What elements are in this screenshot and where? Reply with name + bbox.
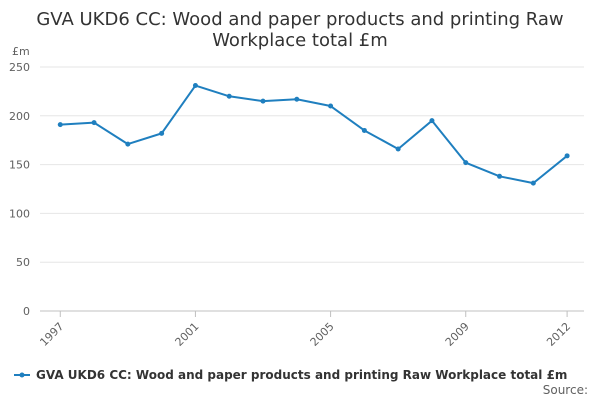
data-point-2006[interactable] [361,127,367,133]
data-point-2002[interactable] [226,93,232,99]
source-label: Source: [543,383,588,397]
x-tick-label-2005: 2005 [308,320,337,349]
legend-series-name: GVA UKD6 CC: Wood and paper products and… [36,368,567,382]
data-point-2003[interactable] [260,98,266,104]
data-point-2011[interactable] [530,180,536,186]
series-line-0 [60,84,568,185]
data-point-2009[interactable] [463,160,469,166]
data-point-1997[interactable] [57,122,63,128]
y-tick-label-0: 0 [23,305,30,318]
x-tick-label-1997: 1997 [37,320,66,349]
y-axis-ticks: 0 50 100 150 200 250 [9,61,30,318]
x-tick-label-2009: 2009 [443,320,472,349]
gridlines [40,66,584,263]
data-point-2004[interactable] [294,96,300,102]
y-tick-label-50: 50 [16,256,30,269]
x-tick-label-2001: 2001 [173,320,202,349]
y-tick-label-100: 100 [9,207,30,220]
y-tick-label-150: 150 [9,159,30,172]
chart-title-line-2: Workplace total £m [212,30,388,51]
legend-point-marker [19,372,25,378]
data-point-2012[interactable] [564,153,570,159]
data-point-2005[interactable] [328,103,334,109]
x-axis-ticks: 1997 2001 2005 2009 2012 [37,311,573,349]
data-point-2008[interactable] [429,118,435,124]
x-tick-label-2012: 2012 [544,320,573,349]
data-point-2001[interactable] [192,83,198,89]
series-layer [57,83,570,186]
y-tick-label-250: 250 [9,61,30,74]
data-point-1998[interactable] [91,120,97,126]
y-tick-label-200: 200 [9,110,30,123]
chart-title-line-1: GVA UKD6 CC: Wood and paper products and… [36,9,563,30]
data-point-1999[interactable] [125,141,131,147]
data-point-2010[interactable] [497,173,503,179]
data-point-2000[interactable] [159,130,165,136]
data-point-2007[interactable] [395,146,401,152]
y-axis-unit-label: £m [12,45,30,58]
legend[interactable]: GVA UKD6 CC: Wood and paper products and… [14,368,567,382]
